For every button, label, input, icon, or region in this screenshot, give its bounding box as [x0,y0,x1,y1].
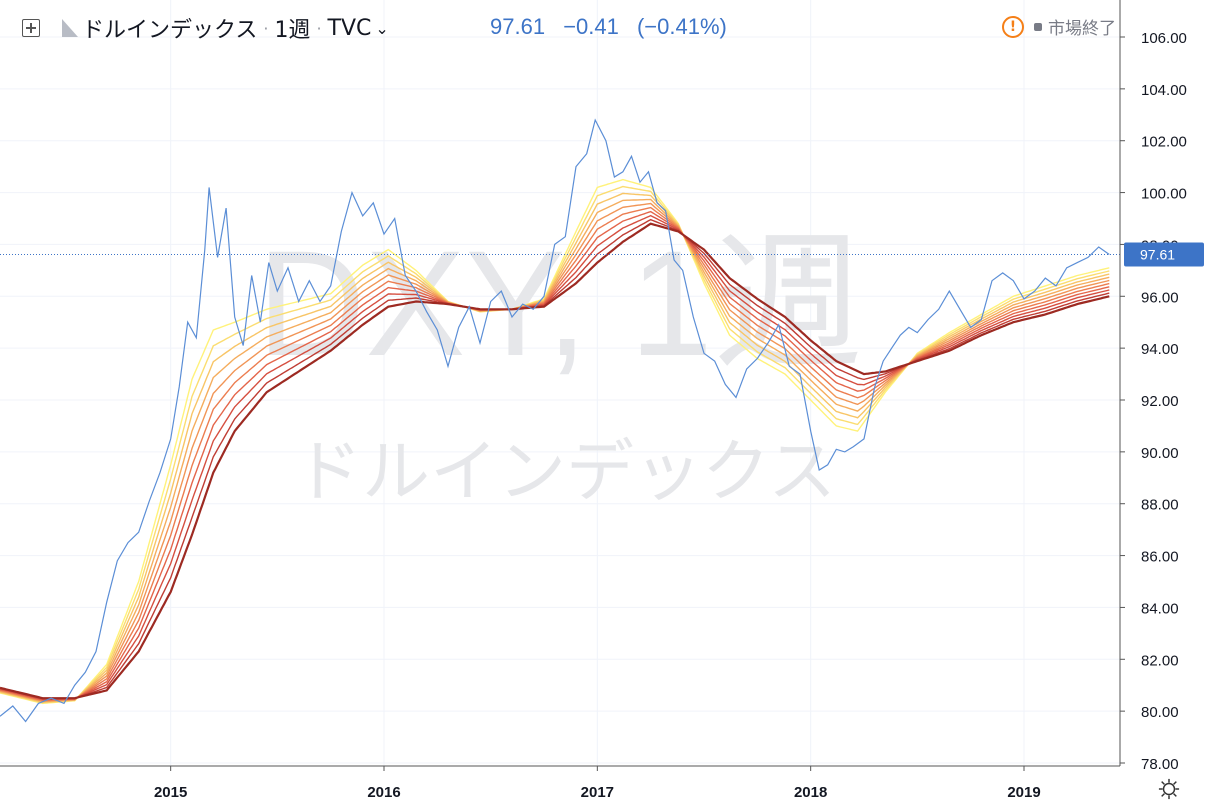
last-price-tag: 97.61 [1124,242,1204,267]
y-tick-label: 92.00 [1141,393,1179,410]
settings-icon[interactable] [1158,778,1180,800]
y-tick-label: 78.00 [1141,756,1179,773]
y-tick-label: 86.00 [1141,549,1179,566]
price-line [0,118,1110,723]
ribbon-line [0,214,1110,700]
market-status[interactable]: ! 市場終了 [1002,14,1116,39]
ribbon-line [0,185,1110,704]
x-axis[interactable]: 2015 2016 2017 2018 2019 [0,765,1120,801]
y-axis[interactable]: 78.00 80.00 82.00 84.00 86.00 88.00 90.00 92.00… [1119,0,1187,773]
last-price: 97.61 [490,14,546,39]
symbol-name[interactable]: ドルインデックス [82,18,258,43]
symbol-header: ドルインデックス · 1週 · TVC ⌄ [0,8,389,48]
ribbon-line [0,198,1110,703]
y-tick-label: 88.00 [1141,497,1179,514]
y-tick-label: 102.00 [1141,134,1187,151]
price-change: −0.41 [563,14,619,39]
flag-icon[interactable] [62,19,78,37]
y-tick-label: 82.00 [1141,652,1179,669]
x-tick-label: 2015 [154,784,187,801]
y-tick-label: 80.00 [1141,704,1179,721]
interval[interactable]: 1週 [274,18,311,43]
watermark-line1: DXY, 1週 [257,219,863,387]
warning-icon[interactable]: ! [1002,15,1024,38]
exchange[interactable]: TVC [327,15,372,41]
x-tick-label: 2016 [367,784,400,801]
plus-square-icon[interactable] [22,19,40,37]
price-change-percent: (−0.41%) [636,14,727,39]
symbol-watermark: DXY, 1週 ドルインデックス [257,219,863,512]
chevron-down-icon[interactable]: ⌄ [375,18,389,38]
x-tick-label: 2017 [581,784,614,801]
y-tick-label: 94.00 [1141,341,1179,358]
y-tick-label: 96.00 [1141,289,1179,306]
watermark-line2: ドルインデックス [294,433,836,512]
y-tick-label: 84.00 [1141,600,1179,617]
market-status-label: 市場終了 [1048,19,1116,39]
y-tick-label: 100.00 [1141,186,1187,203]
y-tick-label: 90.00 [1141,445,1179,462]
ribbon-line [0,178,1110,705]
status-dot-icon [1034,22,1042,31]
y-tick-label: 104.00 [1141,82,1187,99]
last-price-tag-label: 97.61 [1140,247,1175,263]
ribbon-group [0,178,1110,705]
x-tick-label: 2019 [1007,784,1040,801]
ribbon-line [0,222,1110,700]
y-tick-label: 106.00 [1141,30,1187,47]
ribbon-line [0,202,1110,702]
x-tick-label: 2018 [794,784,827,801]
ribbon-line [0,210,1110,701]
quote-values: 97.61 −0.41 (−0.41%) [490,14,739,40]
ribbon-line [0,206,1110,702]
ribbon-line [0,192,1110,703]
